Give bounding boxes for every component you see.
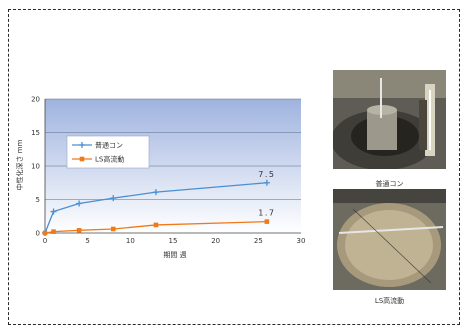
x-axis-title: 期間 週 (163, 250, 186, 259)
y-tick-label-10: 10 (31, 163, 40, 171)
concrete-sample-photo-icon (333, 70, 446, 169)
point-1-3 (110, 226, 116, 232)
point-1-2 (76, 228, 82, 233)
y-tick-label-5: 5 (36, 196, 40, 204)
y-tick-label-15: 15 (31, 129, 40, 137)
point-1-4 (153, 222, 159, 228)
legend-label-0: 普通コン (95, 141, 123, 150)
x-tick-label-10: 10 (126, 237, 135, 245)
y-tick-label-0: 0 (36, 230, 40, 238)
point-0-1 (50, 208, 57, 215)
legend-label-1: LS高流動 (95, 155, 124, 164)
legend-box (66, 135, 150, 169)
end-label-0: 7.5 (258, 170, 275, 179)
photo-concrete-sample (333, 70, 446, 169)
photo-flow-test (333, 189, 446, 290)
axes (44, 99, 301, 234)
x-tick-label-30: 30 (297, 237, 306, 245)
x-tick-label-20: 20 (211, 237, 220, 245)
point-1-0 (42, 230, 48, 236)
point-0-5 (263, 179, 270, 186)
dashed-border (8, 9, 460, 325)
legend-marker-0 (79, 142, 85, 148)
end-label-1: 1.7 (258, 209, 275, 218)
point-0-2 (76, 200, 83, 207)
series-line-0 (44, 182, 267, 234)
flow-test-photo-icon (333, 189, 446, 290)
end-labels: 7.5 1.7 (258, 170, 275, 218)
x-tick-label-0: 0 (43, 237, 47, 245)
photo-caption-0: 普通コン (375, 180, 404, 188)
x-tick-label-5: 5 (85, 237, 89, 245)
tick-labels: 0 5 10 15 20 25 30 0 5 10 15 20 (31, 96, 305, 246)
y-tick-label-20: 20 (31, 96, 40, 104)
point-0-3 (110, 195, 117, 202)
x-tick-label-15: 15 (169, 237, 178, 245)
point-1-1 (51, 229, 56, 234)
photo-caption-1: LS高流動 (374, 297, 405, 305)
legend-marker-1 (79, 156, 85, 162)
x-tick-label-25: 25 (254, 237, 263, 245)
legend: 普通コン LS高流動 (66, 135, 150, 169)
y-axis-title: 中性化深さ mm (15, 139, 24, 190)
point-1-5 (264, 219, 270, 224)
series-group (42, 179, 270, 236)
point-0-4 (152, 189, 159, 196)
